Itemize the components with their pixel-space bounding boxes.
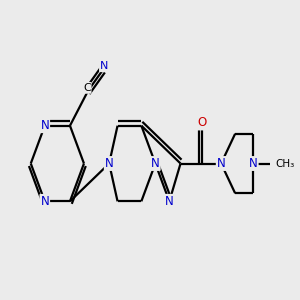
Text: N: N xyxy=(151,157,160,170)
Text: N: N xyxy=(100,61,108,71)
Text: N: N xyxy=(105,157,113,170)
Text: N: N xyxy=(249,157,258,170)
Text: C: C xyxy=(83,83,91,93)
Text: N: N xyxy=(40,195,49,208)
Text: CH₃: CH₃ xyxy=(275,158,294,169)
Text: N: N xyxy=(165,195,174,208)
Text: O: O xyxy=(197,116,206,130)
Text: N: N xyxy=(217,157,226,170)
Text: N: N xyxy=(40,119,49,132)
